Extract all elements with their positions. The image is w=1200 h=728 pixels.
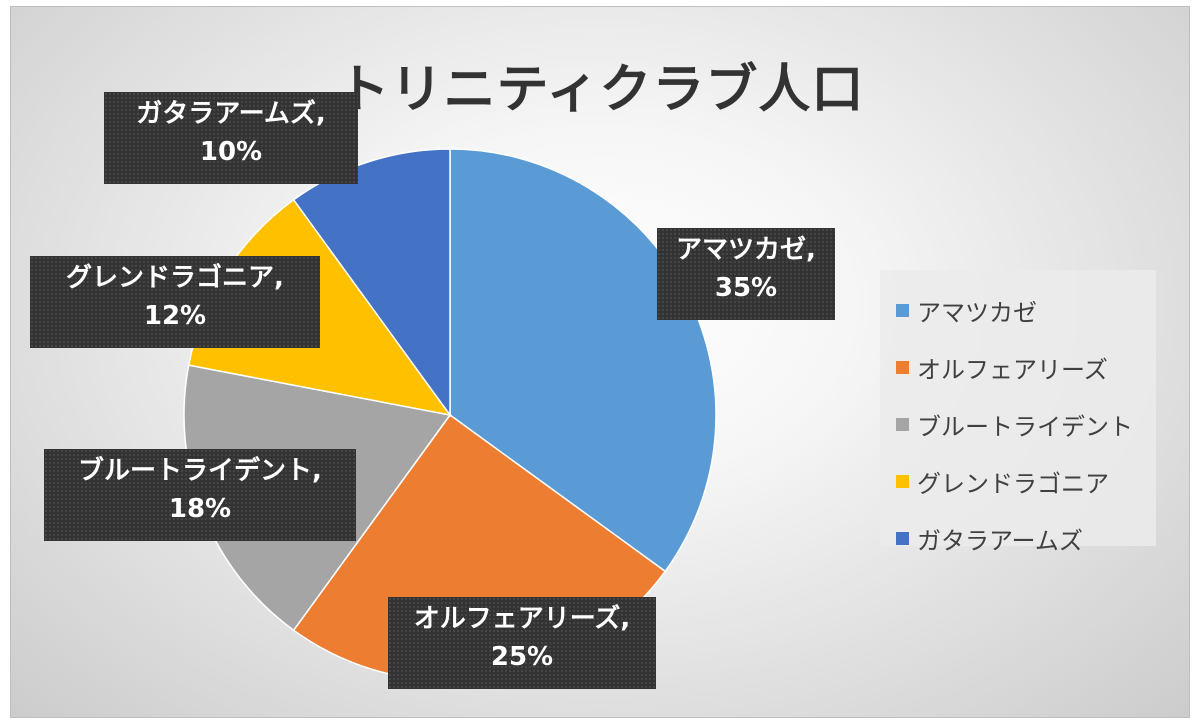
data-label-value: 25% — [490, 642, 554, 672]
data-label-value: 35% — [714, 273, 778, 303]
legend-swatch — [896, 532, 909, 545]
pie-slice — [292, 148, 451, 418]
legend-label: ガタラアームズ — [917, 527, 1083, 555]
data-label-category: アマツカゼ, — [676, 235, 816, 265]
data-label-value: 10% — [199, 137, 263, 167]
legend-label: アマツカゼ — [917, 299, 1037, 327]
legend-swatch — [896, 361, 909, 374]
legend-item: ブルートライデント — [880, 396, 1156, 453]
legend-label: オルフェアリーズ — [917, 356, 1108, 384]
data-label-value: 12% — [143, 301, 207, 331]
chart-title: トリニティクラブ人口 — [337, 60, 865, 120]
legend-item: ガタラアームズ — [880, 510, 1156, 567]
data-label: オルフェアリーズ, 25% — [388, 597, 656, 689]
chart-legend: アマツカゼオルフェアリーズ ブルートライデント グレンドラゴニア ガタラアームズ — [880, 270, 1156, 555]
legend-swatch — [896, 475, 909, 488]
data-label: アマツカゼ, 35% — [657, 228, 835, 320]
legend-item: グレンドラゴニア — [880, 453, 1156, 510]
data-label: グレンドラゴニア, 12% — [30, 256, 320, 348]
legend-label: グレンドラゴニア — [917, 470, 1109, 498]
legend-item: オルフェアリーズ — [880, 339, 1156, 396]
data-label-category: ガタラアームズ, — [136, 99, 326, 129]
data-label-category: オルフェアリーズ, — [413, 604, 631, 634]
legend-label: ブルートライデント — [917, 413, 1133, 441]
legend-swatch — [896, 418, 909, 431]
legend-swatch — [896, 304, 909, 317]
data-label: ガタラアームズ, 10% — [104, 92, 358, 184]
data-label: ブルートライデント, 18% — [44, 449, 356, 541]
data-label-category: ブルートライデント, — [78, 456, 322, 486]
data-label-value: 18% — [168, 494, 232, 524]
data-label-category: グレンドラゴニア, — [66, 263, 284, 293]
legend-item: アマツカゼ — [880, 282, 1156, 339]
